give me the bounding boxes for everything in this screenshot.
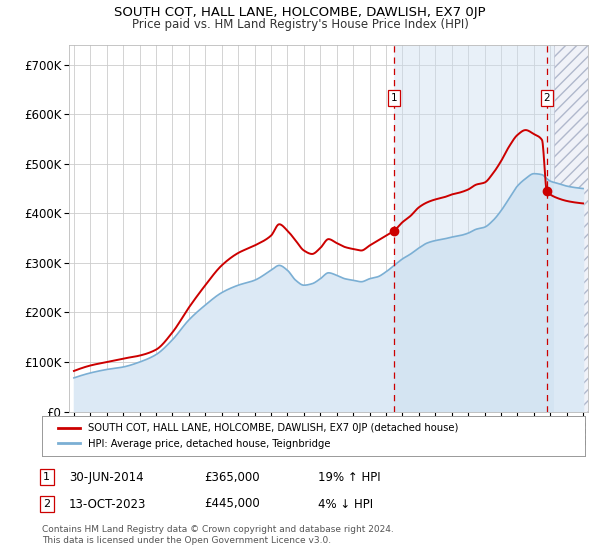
Bar (554, 45, 588, 412)
Text: £445,000: £445,000 (204, 497, 260, 511)
Text: 19% ↑ HPI: 19% ↑ HPI (318, 470, 380, 484)
Text: 1: 1 (391, 93, 398, 103)
Text: This data is licensed under the Open Government Licence v3.0.: This data is licensed under the Open Gov… (42, 536, 331, 545)
Text: 30-JUN-2014: 30-JUN-2014 (69, 470, 143, 484)
Text: 2: 2 (43, 499, 50, 509)
Text: 1: 1 (43, 472, 50, 482)
Text: 2: 2 (544, 93, 550, 103)
Text: £365,000: £365,000 (204, 470, 260, 484)
Text: Price paid vs. HM Land Registry's House Price Index (HPI): Price paid vs. HM Land Registry's House … (131, 18, 469, 31)
Text: SOUTH COT, HALL LANE, HOLCOMBE, DAWLISH, EX7 0JP: SOUTH COT, HALL LANE, HOLCOMBE, DAWLISH,… (114, 6, 486, 18)
Text: Contains HM Land Registry data © Crown copyright and database right 2024.: Contains HM Land Registry data © Crown c… (42, 525, 394, 534)
Text: 13-OCT-2023: 13-OCT-2023 (69, 497, 146, 511)
Bar (394, 45, 554, 412)
Legend: SOUTH COT, HALL LANE, HOLCOMBE, DAWLISH, EX7 0JP (detached house), HPI: Average : SOUTH COT, HALL LANE, HOLCOMBE, DAWLISH,… (52, 418, 465, 455)
Text: 4% ↓ HPI: 4% ↓ HPI (318, 497, 373, 511)
